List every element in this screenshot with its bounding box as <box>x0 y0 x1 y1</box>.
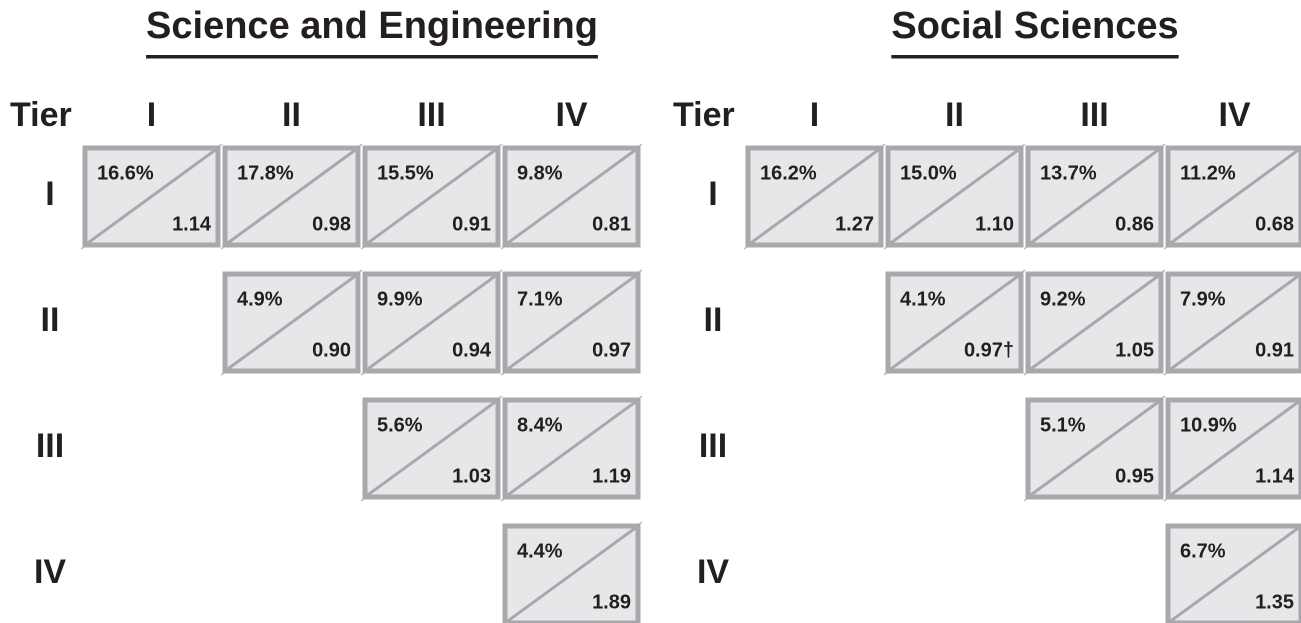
title-underline <box>891 55 1179 59</box>
cell-percent: 10.9% <box>1180 414 1237 436</box>
cell-ratio: 1.35 <box>1255 591 1294 613</box>
cell-percent: 5.6% <box>377 414 423 436</box>
cell-ratio: 1.89 <box>592 591 631 613</box>
cell-diagonal <box>504 272 639 373</box>
cell-percent: 9.8% <box>517 162 563 184</box>
tier-label: Tier <box>10 96 72 134</box>
cell-percent: 15.5% <box>377 162 434 184</box>
cell-percent: 7.1% <box>517 288 563 310</box>
cell-diagonal <box>504 524 639 623</box>
cell-percent: 13.7% <box>1040 162 1097 184</box>
cell-diagonal <box>1167 272 1301 373</box>
cell-diagonal <box>887 272 1022 373</box>
cell-diagonal <box>84 146 219 247</box>
column-header: I <box>147 96 156 134</box>
cell-diagonal <box>1027 398 1162 499</box>
cell-ratio: 0.86 <box>1115 213 1154 235</box>
panel-title: Science and Engineering <box>146 5 598 47</box>
column-header: II <box>945 96 964 134</box>
cell-ratio: 0.98 <box>312 213 351 235</box>
cell-diagonal <box>364 398 499 499</box>
cell-ratio: 1.05 <box>1115 339 1154 361</box>
cell-percent: 9.9% <box>377 288 423 310</box>
row-header: I <box>708 175 717 213</box>
cell-diagonal <box>1027 272 1162 373</box>
cell-diagonal <box>887 146 1022 247</box>
row-header: IV <box>697 553 729 591</box>
column-header: III <box>417 96 445 134</box>
cell-percent: 4.1% <box>900 288 946 310</box>
cell-diagonal <box>1167 146 1301 247</box>
column-header: IV <box>555 96 587 134</box>
column-header: IV <box>1218 96 1250 134</box>
cell-diagonal <box>747 146 882 247</box>
cell-ratio: 1.10 <box>975 213 1014 235</box>
tier-label: Tier <box>673 96 735 134</box>
panel-title: Social Sciences <box>891 5 1178 47</box>
cell-percent: 8.4% <box>517 414 563 436</box>
row-header: III <box>36 427 64 465</box>
cell-percent: 17.8% <box>237 162 294 184</box>
column-header: III <box>1080 96 1108 134</box>
column-header: II <box>282 96 301 134</box>
cell-ratio: 1.14 <box>1255 465 1295 487</box>
row-header: II <box>41 301 60 339</box>
cell-percent: 11.2% <box>1180 162 1236 184</box>
column-header: I <box>810 96 819 134</box>
cell-ratio: 0.91 <box>452 213 491 235</box>
row-header: I <box>45 175 54 213</box>
cell-diagonal <box>504 398 639 499</box>
row-header: III <box>699 427 727 465</box>
cell-ratio: 1.27 <box>835 213 874 235</box>
cell-percent: 4.4% <box>517 540 563 562</box>
cell-diagonal <box>1167 524 1301 623</box>
cell-diagonal <box>504 146 639 247</box>
cell-ratio: 0.68 <box>1255 213 1294 235</box>
cell-ratio: 0.95 <box>1115 465 1154 487</box>
cell-percent: 15.0% <box>900 162 957 184</box>
cell-diagonal <box>364 146 499 247</box>
cell-percent: 5.1% <box>1040 414 1086 436</box>
cell-ratio: 1.14 <box>172 213 212 235</box>
cell-diagonal <box>1167 398 1301 499</box>
cell-percent: 4.9% <box>237 288 283 310</box>
cell-ratio: 0.97† <box>964 339 1014 361</box>
cell-ratio: 0.97 <box>592 339 631 361</box>
cell-ratio: 0.94 <box>452 339 492 361</box>
cell-ratio: 1.19 <box>592 465 631 487</box>
cell-diagonal <box>1027 146 1162 247</box>
row-header: IV <box>34 553 66 591</box>
cell-ratio: 1.03 <box>452 465 491 487</box>
cell-percent: 16.6% <box>97 162 154 184</box>
cell-percent: 16.2% <box>760 162 817 184</box>
cell-diagonal <box>364 272 499 373</box>
cell-ratio: 0.91 <box>1255 339 1294 361</box>
cell-percent: 7.9% <box>1180 288 1226 310</box>
cell-percent: 6.7% <box>1180 540 1226 562</box>
cell-diagonal <box>224 272 359 373</box>
title-underline <box>146 55 598 59</box>
row-header: II <box>704 301 723 339</box>
cell-ratio: 0.90 <box>312 339 351 361</box>
cell-ratio: 0.81 <box>592 213 631 235</box>
cell-percent: 9.2% <box>1040 288 1086 310</box>
cell-diagonal <box>224 146 359 247</box>
